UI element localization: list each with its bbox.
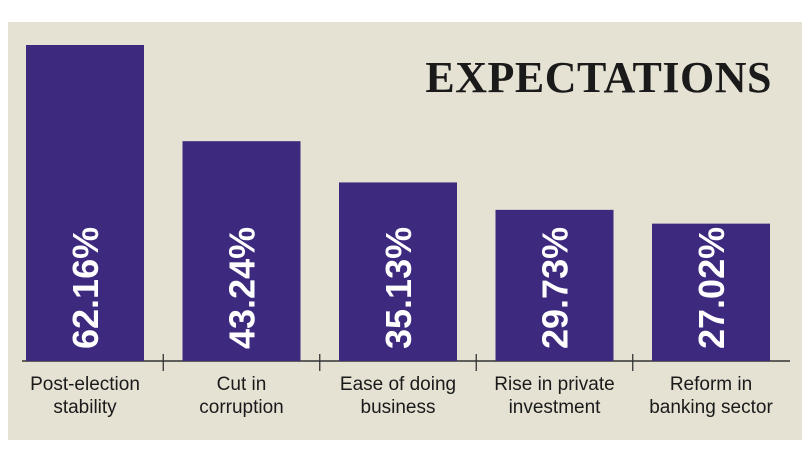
bar-value-label: 27.02% — [691, 227, 732, 349]
category-label: business — [361, 397, 436, 418]
category-label: Ease of doing — [340, 374, 456, 395]
chart-panel: EXPECTATIONS 62.16% Post-election stabilit… — [8, 22, 802, 440]
bar — [652, 223, 770, 361]
category-label: Rise in private — [494, 374, 614, 395]
category-label: Reform in — [670, 374, 752, 395]
category-label: stability — [53, 397, 117, 418]
bar — [339, 182, 457, 361]
category-label: banking sector — [649, 397, 773, 418]
bar — [182, 141, 301, 361]
category-label: investment — [509, 397, 602, 418]
category-label: corruption — [199, 397, 284, 418]
bar-value-label: 62.16% — [65, 227, 106, 349]
bar-value-label: 43.24% — [222, 227, 263, 349]
category-label: Cut in — [217, 374, 267, 395]
bar-value-label: 35.13% — [378, 227, 419, 349]
bar-value-label: 29.73% — [535, 227, 576, 349]
bar — [26, 45, 144, 361]
category-label: Post-election — [30, 374, 140, 395]
bar — [495, 209, 614, 361]
chart-title: EXPECTATIONS — [425, 53, 772, 102]
